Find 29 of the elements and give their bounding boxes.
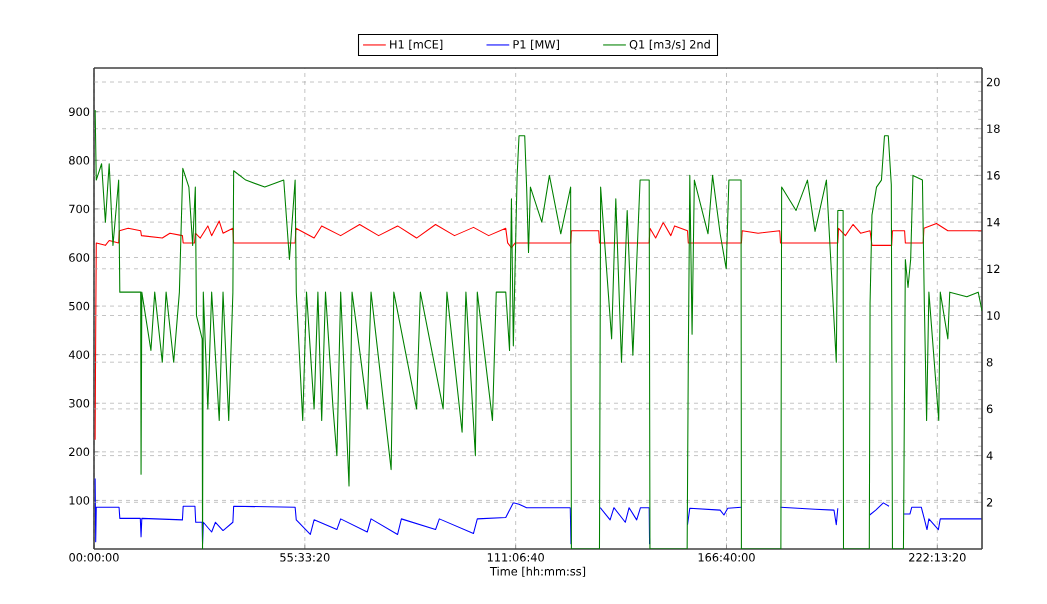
y2-tick-label: 10 <box>987 311 1000 320</box>
y-tick-label: 200 <box>69 447 90 457</box>
y2-tick-label: 18 <box>987 124 1000 133</box>
y-tick-label: 900 <box>69 107 90 117</box>
y2-tick-label: 2 <box>986 498 993 507</box>
y-tick-label: 700 <box>69 204 90 214</box>
line-series <box>94 220 983 441</box>
y-tick-label: 300 <box>69 398 90 408</box>
x-tick-label: 00:00:00 <box>69 553 119 562</box>
y2-tick-label: 4 <box>986 451 993 460</box>
legend-label: H1 [mCE] <box>390 39 443 50</box>
legend-label: Q1 [m3/s] 2nd <box>629 39 710 50</box>
y2-tick-label: 6 <box>986 404 993 414</box>
y2-tick-label: 16 <box>987 171 1000 180</box>
y2-tick-label: 20 <box>986 77 1000 87</box>
x-tick-label: 55:33:20 <box>280 553 330 562</box>
y2-tick-label: 8 <box>986 357 993 367</box>
y2-tick-label: 12 <box>987 264 1000 274</box>
x-tick-label: 222:13:20 <box>909 553 966 562</box>
y-tick-label: 100 <box>69 496 90 505</box>
x-tick-label: 166:40:00 <box>698 553 755 562</box>
x-tick-label: 111:06:40 <box>487 553 544 562</box>
y-tick-label: 600 <box>69 253 90 262</box>
x-axis-title: Time [hh:mm:ss] <box>489 566 586 577</box>
y2-tick-label: 14 <box>987 217 1000 227</box>
y-tick-label: 800 <box>69 156 90 165</box>
legend-label: P1 [MW] <box>513 39 559 50</box>
y-tick-label: 400 <box>68 350 90 359</box>
y-tick-label: 500 <box>69 301 90 311</box>
